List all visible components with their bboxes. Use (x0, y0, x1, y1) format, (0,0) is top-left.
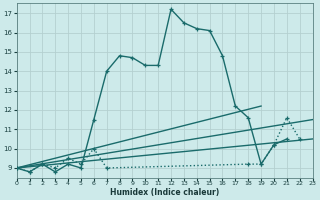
X-axis label: Humidex (Indice chaleur): Humidex (Indice chaleur) (110, 188, 219, 197)
